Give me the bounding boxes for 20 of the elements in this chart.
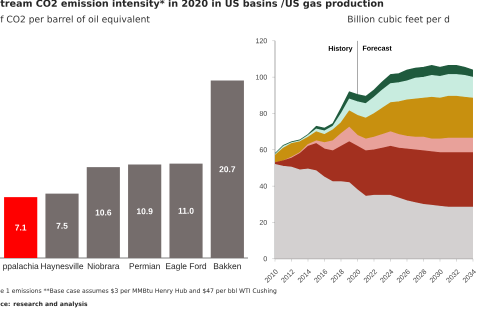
x-tick-label: Haynesville [41, 262, 84, 271]
bar [45, 194, 79, 258]
data-label: 10.9 [136, 208, 153, 214]
bar [4, 197, 38, 258]
x-tick-label: Permian [130, 262, 160, 270]
data-label: 11.0 [178, 208, 194, 214]
x-tick-label: Eagle Ford [166, 262, 206, 271]
x-tick-label: Bakken [214, 262, 241, 270]
bar [86, 167, 120, 258]
data-label: 10.6 [96, 210, 112, 216]
x-tick-label: ppalachia [3, 262, 39, 271]
data-label: 7.1 [15, 224, 26, 230]
bar [169, 164, 203, 258]
chart-subtitle: Billion cubic feet per d [348, 15, 450, 24]
bar [210, 80, 244, 258]
bar [128, 164, 162, 258]
x-tick-label: Niobrara [88, 262, 120, 270]
data-label: 7.5 [56, 222, 68, 229]
chart-subtitle: f CO2 per barrel of oil equivalent [0, 15, 150, 24]
data-label: 20.7 [219, 166, 236, 172]
